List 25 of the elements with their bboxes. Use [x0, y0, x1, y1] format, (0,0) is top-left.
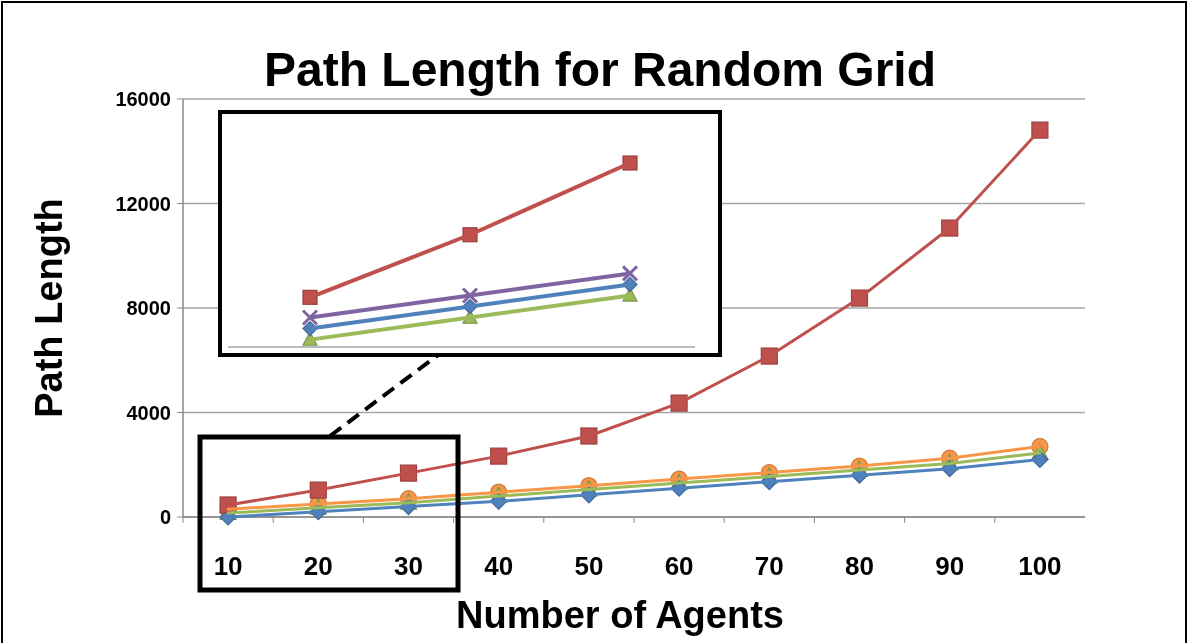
x-tick-label: 70	[754, 551, 784, 581]
y-axis-title: Path Length	[28, 198, 70, 418]
x-tick-label: 80	[845, 551, 874, 581]
x-tick-label: 90	[935, 551, 965, 581]
point	[461, 286, 479, 304]
x-tick-label: 20	[303, 551, 333, 581]
x-tick-label: 30	[394, 551, 423, 581]
x-tick-label: 100	[1018, 551, 1062, 581]
point	[621, 264, 639, 282]
x-tick-label: 60	[664, 551, 694, 581]
y-tick-label: 12000	[115, 192, 171, 215]
y-tick-label: 0	[159, 506, 171, 528]
y-tick-label: 8000	[126, 297, 171, 319]
point	[1031, 121, 1049, 139]
x-tick-label: 50	[574, 551, 604, 581]
point	[622, 155, 638, 171]
y-tick-label: 4000	[126, 401, 171, 424]
y-tick-label: 16000	[115, 88, 171, 110]
point	[301, 309, 319, 327]
chart-title: Path Length for Random Grid	[264, 43, 936, 96]
x-tick-label: 40	[484, 551, 514, 581]
x-tick-label: 10	[213, 551, 243, 581]
x-axis-title: Number of Agents	[456, 594, 784, 636]
point	[580, 427, 598, 445]
point	[670, 394, 688, 412]
